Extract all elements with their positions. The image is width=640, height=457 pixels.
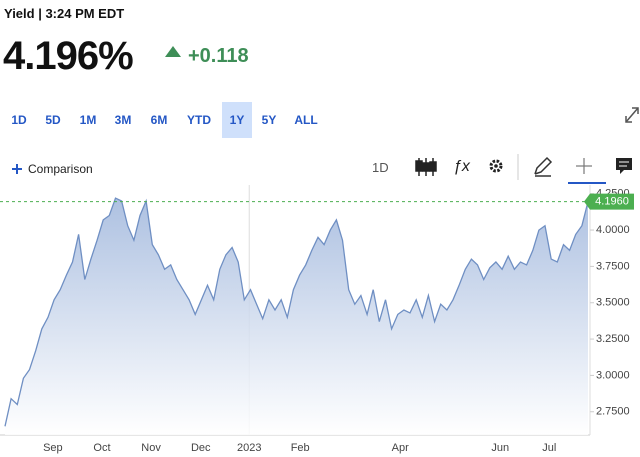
y-tick-label: 3.0000: [596, 369, 630, 381]
range-button[interactable]: 6M: [150, 113, 168, 127]
x-tick-label: Jul: [542, 442, 556, 454]
x-tick-label: Jun: [491, 442, 509, 454]
range-button[interactable]: 3M: [114, 113, 132, 127]
x-tick-label: Nov: [141, 442, 161, 454]
chat-icon[interactable]: [616, 158, 632, 174]
y-tick-label: 3.7500: [596, 260, 630, 272]
last-price-badge: [584, 193, 634, 210]
range-button[interactable]: 5D: [45, 113, 61, 127]
x-tick-label: Oct: [93, 442, 110, 454]
quote-title: Yield | 3:24 PM EDT: [4, 6, 125, 21]
last-price-label: 4.1960: [595, 195, 629, 207]
draw-icon[interactable]: [534, 156, 553, 177]
range-button[interactable]: 1Y: [222, 102, 252, 138]
x-tick-label: Dec: [191, 442, 211, 454]
range-button[interactable]: YTD: [187, 113, 211, 127]
range-button[interactable]: 1D: [11, 113, 27, 127]
x-tick-label: Sep: [43, 442, 63, 454]
price-line: [4, 197, 589, 427]
crosshair-icon[interactable]: [568, 158, 606, 184]
comparison-button[interactable]: Comparison: [28, 162, 93, 176]
fx-icon[interactable]: ƒx: [453, 158, 471, 175]
area-fill: [5, 198, 588, 435]
expand-icon[interactable]: [625, 107, 639, 123]
range-button[interactable]: 1M: [79, 113, 97, 127]
range-button[interactable]: 5Y: [261, 113, 277, 127]
up-arrow: [165, 46, 181, 57]
x-tick-label: Feb: [291, 442, 310, 454]
range-button[interactable]: ALL: [294, 113, 318, 127]
y-tick-label: 4.0000: [596, 224, 630, 236]
price-change: +0.118: [188, 45, 249, 67]
y-tick-label: 3.5000: [596, 297, 630, 309]
x-tick-label: 2023: [237, 442, 261, 454]
y-tick-label: 2.7500: [596, 406, 630, 418]
add-icon[interactable]: [12, 164, 22, 174]
price: 4.196%: [3, 34, 134, 78]
interval-button[interactable]: 1D: [372, 160, 389, 175]
y-tick-label: 3.2500: [596, 333, 630, 345]
settings-icon[interactable]: [489, 159, 503, 173]
candle-icon[interactable]: [415, 158, 437, 176]
x-tick-label: Apr: [392, 442, 409, 454]
